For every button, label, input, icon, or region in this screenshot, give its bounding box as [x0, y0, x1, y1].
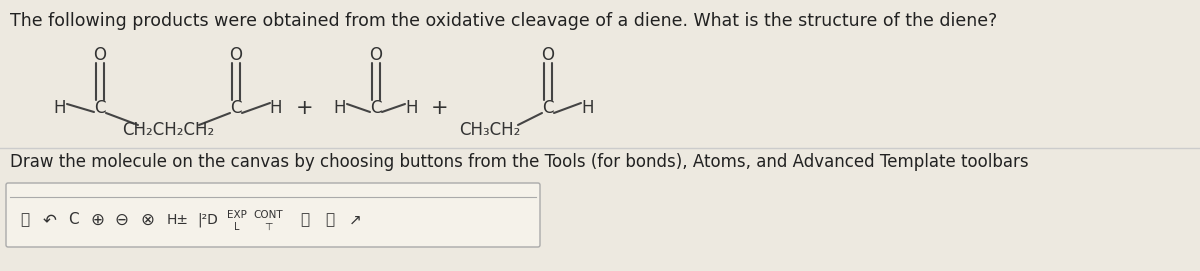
Text: H±: H±	[167, 213, 190, 227]
Text: C: C	[95, 99, 106, 117]
Text: |²D: |²D	[198, 213, 218, 227]
Text: C: C	[371, 99, 382, 117]
Text: O: O	[370, 46, 383, 64]
Text: H: H	[582, 99, 594, 117]
Text: H: H	[334, 99, 347, 117]
Text: +: +	[431, 98, 449, 118]
Text: ⊤: ⊤	[264, 222, 272, 232]
Text: CH₂CH₂CH₂: CH₂CH₂CH₂	[122, 121, 214, 139]
Text: ⊖: ⊖	[114, 211, 128, 229]
Text: The following products were obtained from the oxidative cleavage of a diene. Wha: The following products were obtained fro…	[10, 12, 997, 30]
Text: L: L	[234, 222, 240, 232]
Text: H: H	[270, 99, 282, 117]
Text: O: O	[541, 46, 554, 64]
Text: EXP: EXP	[227, 210, 247, 220]
Text: C: C	[67, 212, 78, 227]
Text: H: H	[54, 99, 66, 117]
Text: CH₃CH₂: CH₃CH₂	[460, 121, 521, 139]
Text: O: O	[229, 46, 242, 64]
Text: H: H	[406, 99, 419, 117]
FancyBboxPatch shape	[6, 183, 540, 247]
Text: ❓: ❓	[325, 212, 335, 227]
Text: ↗: ↗	[349, 212, 361, 227]
Text: +: +	[296, 98, 314, 118]
Text: O: O	[94, 46, 107, 64]
Text: Draw the molecule on the canvas by choosing buttons from the Tools (for bonds), : Draw the molecule on the canvas by choos…	[10, 153, 1028, 171]
Text: C: C	[542, 99, 553, 117]
Text: ⊗: ⊗	[140, 211, 154, 229]
Text: CONT: CONT	[253, 210, 283, 220]
Text: ⬜: ⬜	[20, 212, 30, 227]
Text: 🔵: 🔵	[300, 212, 310, 227]
Text: ↶: ↶	[43, 211, 56, 229]
Text: ⊕: ⊕	[90, 211, 104, 229]
Text: C: C	[230, 99, 241, 117]
